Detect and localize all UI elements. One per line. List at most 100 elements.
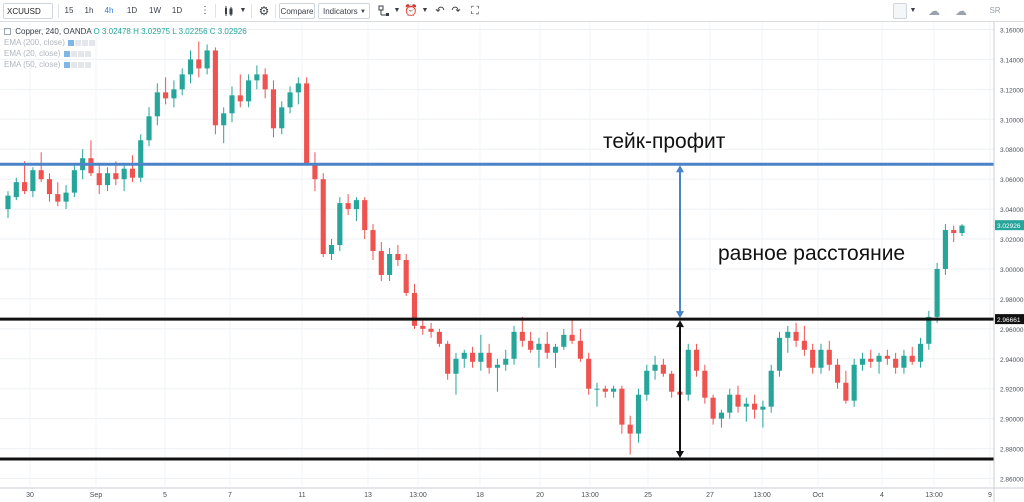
chevron-down-icon[interactable]: ▼ [239, 7, 247, 14]
settings-icon[interactable] [75, 39, 82, 46]
more-icon[interactable] [84, 50, 91, 57]
candle-body [577, 340, 583, 359]
candle-body [727, 394, 733, 413]
price-tick-label: 2.98000 [1000, 297, 1024, 304]
cloud-save-icon[interactable]: ☁ [928, 4, 940, 18]
price-tick-label: 2.96000 [1000, 327, 1024, 334]
interval-1w-button[interactable]: 1W [149, 6, 161, 15]
candle-body [113, 173, 119, 180]
layout-square-button[interactable] [893, 3, 907, 19]
candle-series [5, 41, 965, 455]
candle-body [121, 168, 127, 180]
candle-body [752, 403, 758, 410]
close-icon[interactable] [77, 61, 84, 68]
candle-body [254, 74, 260, 81]
eye-icon[interactable] [63, 61, 70, 68]
candle-body [246, 80, 252, 102]
time-tick-label: 20 [536, 492, 544, 499]
candle-body [826, 349, 832, 365]
candle-body [5, 195, 11, 210]
candle-body [204, 50, 210, 69]
price-tick-label: 3.10000 [1000, 117, 1024, 124]
toolbar-separator [58, 4, 59, 18]
settings-icon[interactable] [70, 50, 77, 57]
candle-body [669, 373, 675, 392]
time-tick-label: 7 [228, 492, 232, 499]
last-price-badge-text: 3.02926 [997, 223, 1021, 230]
legend-indicator-row[interactable]: EMA (200, close) [4, 37, 247, 48]
interval-1h-button[interactable]: 1h [84, 6, 94, 15]
more-icon[interactable] [84, 61, 91, 68]
candle-body [644, 370, 650, 395]
candle-body [328, 245, 335, 254]
time-tick-label: 30 [26, 492, 34, 499]
object-tree-icon[interactable] [376, 3, 392, 19]
fullscreen-icon[interactable]: ⛶ [471, 5, 479, 17]
arrow-head-up [676, 320, 684, 328]
price-chart[interactable]: 3.16000 3.14000 3.12000 3.10000 3.08000 3.060… [0, 22, 1024, 502]
sr-button[interactable]: SR [989, 6, 1001, 15]
chevron-down-icon[interactable]: ▼ [393, 7, 401, 14]
legend-indicator-label: EMA (20, close) [4, 49, 61, 58]
interval-1d-alt-button[interactable]: 1D [171, 6, 183, 15]
interval-15-button[interactable]: 15 [64, 6, 74, 15]
arrow-head-down [676, 311, 684, 319]
time-tick-label: 18 [476, 492, 484, 499]
close-icon[interactable] [77, 50, 84, 57]
toolbar-separator [275, 4, 276, 18]
candle-body [345, 203, 351, 210]
price-tick-label: 3.16000 [1000, 27, 1024, 34]
toolbar-separator [251, 4, 252, 18]
legend-title: Copper, 240, OANDA [15, 27, 92, 36]
candle-body [71, 170, 77, 193]
time-tick-label: 9 [988, 492, 992, 499]
candle-body [38, 170, 44, 180]
candle-body [519, 331, 525, 341]
candle-body [453, 358, 459, 374]
eye-icon[interactable] [63, 50, 70, 57]
level-price-badge [995, 314, 1024, 325]
legend-title-row: Copper, 240, OANDA O 3.02478 H 3.02975 L… [4, 26, 247, 37]
compare-button[interactable]: Compare [279, 3, 315, 19]
price-tick-label: 3.14000 [1000, 57, 1024, 64]
interval-1d-button[interactable]: 1D [126, 6, 138, 15]
undo-icon[interactable]: ↶ [435, 5, 445, 17]
legend-indicator-row[interactable]: EMA (20, close) [4, 48, 247, 59]
candle-body [212, 50, 218, 126]
chevron-down-icon[interactable]: ▼ [909, 7, 917, 14]
gear-icon[interactable]: ⚙ [258, 4, 270, 18]
eye-icon[interactable] [68, 39, 75, 46]
candle-body [171, 89, 177, 99]
bars-icon[interactable] [222, 3, 236, 19]
redo-icon[interactable]: ↷ [451, 5, 461, 17]
more-icon[interactable] [89, 39, 96, 46]
arrow-head-down [676, 451, 684, 459]
candle-body [693, 349, 700, 371]
chevron-down-icon[interactable]: ▼ [421, 7, 429, 14]
candle-body [619, 388, 625, 425]
legend-indicator-row[interactable]: EMA (50, close) [4, 59, 247, 70]
indicators-button[interactable]: Indicators ▼ [318, 3, 370, 19]
candle-body [926, 316, 932, 344]
symbol-search-input[interactable]: XCUUSD [3, 3, 53, 19]
candle-body [834, 364, 841, 383]
interval-4h-button[interactable]: 4h [104, 6, 114, 15]
close-icon[interactable] [82, 39, 89, 46]
interval-dropdown-icon[interactable]: ⋮ [200, 5, 210, 16]
price-tick-label: 2.86000 [1000, 477, 1024, 484]
legend-indicator-label: EMA (200, close) [4, 38, 65, 47]
collapse-icon[interactable] [4, 28, 11, 36]
candle-body [917, 343, 924, 362]
toolbar-separator [215, 4, 216, 18]
take-profit-label: тейк-профит [603, 130, 726, 153]
settings-icon[interactable] [70, 61, 77, 68]
chevron-down-icon: ▼ [360, 9, 366, 15]
candle-body [586, 358, 592, 389]
time-axis[interactable]: 30 Sep 5 7 11 13 13:00 18 20 13:00 25 27 13:00 Oct 4 13… [0, 487, 1024, 499]
cloud-load-icon[interactable]: ☁ [955, 4, 967, 18]
alert-icon[interactable]: ⏰ [404, 5, 418, 17]
price-axis[interactable]: 3.16000 3.14000 3.12000 3.10000 3.08000 3.060… [993, 22, 1024, 502]
candle-body [660, 364, 666, 374]
candle-body [46, 179, 53, 195]
candle-body [486, 352, 492, 368]
